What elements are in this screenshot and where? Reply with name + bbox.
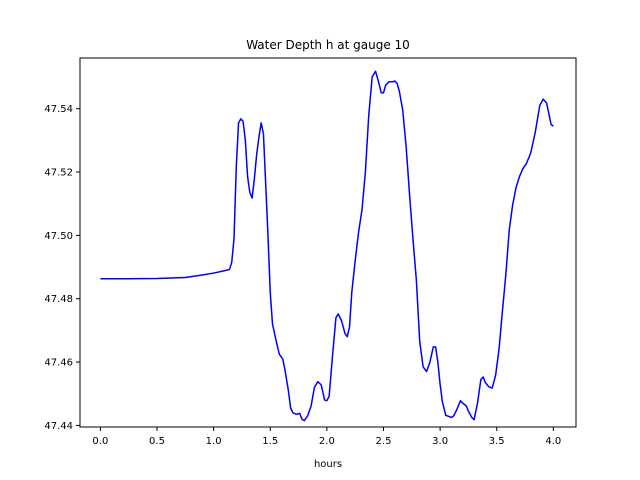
- x-axis-label: hours: [314, 459, 342, 470]
- y-tick-label: 47.46: [44, 358, 73, 369]
- x-tick-label: 0.0: [92, 436, 108, 447]
- y-axis-ticks: 47.44 47.46 47.48 47.50 47.52 47.54: [44, 104, 80, 432]
- plot-frame: [79, 57, 577, 428]
- series-line: [100, 70, 554, 422]
- x-axis-ticks: 0.0 0.5 1.0 1.5 2.0 2.5 3.0 3.5 4.0: [92, 427, 561, 447]
- x-tick-label: 2.0: [319, 436, 335, 447]
- y-tick-label: 47.44: [44, 421, 73, 432]
- x-tick-label: 1.0: [206, 436, 222, 447]
- x-tick-label: 1.5: [262, 436, 278, 447]
- y-tick-label: 47.50: [44, 231, 73, 242]
- plot-area: [80, 58, 576, 427]
- chart-title: Water Depth h at gauge 10: [246, 38, 410, 52]
- y-tick-label: 47.54: [44, 104, 73, 115]
- x-tick-label: 4.0: [545, 436, 561, 447]
- series-layer: [100, 70, 554, 422]
- y-tick-label: 47.48: [44, 294, 73, 305]
- x-tick-label: 0.5: [149, 436, 165, 447]
- x-tick-label: 3.5: [489, 436, 505, 447]
- y-tick-label: 47.52: [44, 168, 73, 179]
- x-tick-label: 3.0: [432, 436, 448, 447]
- x-tick-label: 2.5: [376, 436, 392, 447]
